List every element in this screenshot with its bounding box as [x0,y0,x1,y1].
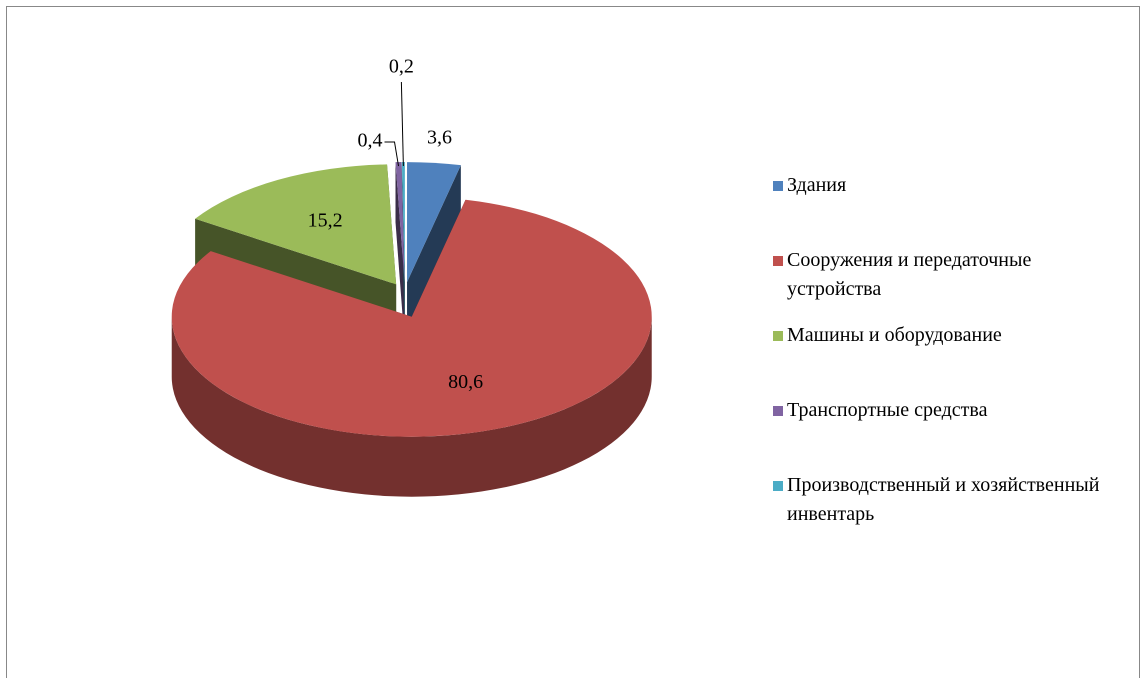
legend-label: Сооружения и передаточные устройства [787,249,1032,300]
pie-slice [171,199,652,437]
legend-swatch [773,481,783,491]
legend-swatch [773,256,783,266]
leader-line [400,81,404,167]
pie-slice [401,162,405,283]
legend-label: Транспортные средства [787,399,988,421]
pie-slice [195,164,397,285]
legend-label: Здания [787,174,847,196]
legend-item: Сооружения и передаточные устройства [773,246,1127,304]
slice-side [395,162,405,343]
leader-line [384,141,400,167]
legend-item: Производственный и хозяйственный инвента… [773,471,1127,529]
data-label: 0,2 [389,56,414,78]
data-label: 80,6 [448,371,483,393]
legend-item: Транспортные средства [773,396,1127,425]
legend-label: Производственный и хозяйственный инвента… [787,474,1100,525]
legend-label: Машины и оборудование [787,324,1002,346]
slice-wall [171,316,652,497]
pie-slice [407,162,461,283]
legend-item: Машины и оборудование [773,321,1127,350]
data-label: 3,6 [427,127,452,149]
data-label: 15,2 [308,209,343,231]
legend-item: Здания [773,171,1127,200]
legend-swatch [773,181,783,191]
legend-swatch [773,331,783,341]
pie-slice [395,162,405,283]
data-label: 0,4 [358,130,383,152]
chart-frame [6,6,1140,678]
legend-swatch [773,406,783,416]
pie-tops [171,162,652,437]
